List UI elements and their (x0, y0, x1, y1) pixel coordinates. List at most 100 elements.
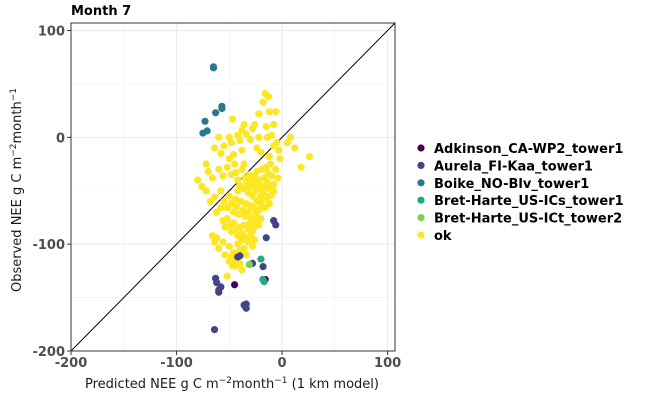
legend-key (417, 144, 425, 152)
data-point (230, 281, 239, 289)
data-point (297, 163, 305, 171)
data-point (217, 149, 225, 157)
x-tick-label: 100 (374, 356, 401, 371)
data-point (240, 160, 248, 168)
data-point (211, 109, 220, 117)
data-point (272, 108, 280, 116)
data-point (236, 252, 244, 260)
data-point (210, 326, 219, 334)
data-point (236, 259, 244, 267)
x-tick-label: -100 (160, 356, 193, 371)
legend-key (417, 161, 425, 169)
data-point (255, 206, 263, 214)
data-point (225, 155, 233, 163)
legend-key (417, 231, 425, 239)
data-point (267, 131, 276, 139)
data-point (223, 214, 231, 223)
data-point (215, 286, 223, 294)
data-point (259, 98, 267, 106)
data-point (267, 172, 276, 180)
legend-key (417, 196, 425, 204)
data-point (291, 144, 299, 152)
data-points (194, 63, 314, 334)
data-point (270, 120, 278, 129)
data-point (283, 139, 291, 147)
data-point (221, 251, 229, 259)
data-point (245, 260, 253, 269)
data-point (215, 133, 223, 141)
legend-label: Boike_NO-Blv_tower1 (434, 177, 589, 192)
data-point (270, 180, 278, 188)
data-point (204, 167, 212, 176)
y-tick-label: 100 (38, 24, 65, 39)
data-point (276, 155, 284, 163)
y-tick-label: 0 (56, 131, 65, 146)
y-axis-title: Observed NEE g C m−2month−1 (9, 88, 25, 292)
data-point (234, 187, 242, 195)
legend-label: Bret-Harte_US-ICt_tower2 (434, 212, 622, 227)
data-point (270, 187, 278, 195)
data-point (259, 262, 267, 271)
data-point (242, 251, 250, 259)
data-point (246, 135, 255, 144)
data-point (255, 133, 263, 141)
legend-label: Aurela_FI-Kaa_tower1 (434, 159, 593, 174)
data-point (248, 125, 257, 133)
data-point (227, 139, 236, 147)
data-point (229, 219, 238, 227)
chart-title: Month 7 (71, 4, 131, 19)
y-tick-label: -200 (32, 345, 65, 360)
data-point (218, 102, 226, 110)
data-point (257, 255, 265, 263)
data-point (225, 192, 233, 200)
data-point (275, 146, 283, 154)
data-point (215, 244, 223, 253)
legend-label: ok (434, 229, 452, 244)
data-point (238, 236, 246, 244)
data-point (223, 163, 231, 171)
data-point (198, 182, 206, 191)
y-axis: -200 -100 0 100 (32, 24, 71, 360)
data-point (201, 117, 209, 125)
data-point (257, 214, 265, 223)
data-point (202, 160, 210, 168)
data-point (215, 165, 223, 173)
data-point (199, 129, 207, 137)
data-point (265, 108, 274, 116)
x-tick-label: -200 (55, 356, 88, 371)
data-point (242, 130, 250, 138)
data-point (225, 242, 233, 250)
data-point (238, 146, 246, 154)
data-point (220, 142, 228, 150)
x-axis: -200 -100 0 100 (55, 351, 401, 371)
data-point (232, 168, 240, 177)
data-point (265, 152, 274, 161)
legend: Adkinson_CA-WP2_tower1 Aurela_FI-Kaa_towe… (417, 142, 624, 244)
x-tick-label: 0 (278, 356, 287, 371)
data-point (263, 178, 271, 186)
data-point (262, 123, 270, 131)
legend-label: Adkinson_CA-WP2_tower1 (434, 142, 623, 157)
data-point (219, 238, 227, 246)
x-axis-title: Predicted NEE g C m−2month−1 (1 km model… (85, 376, 379, 392)
data-point (220, 197, 228, 206)
data-point (223, 272, 231, 280)
data-point (286, 133, 295, 141)
data-point (213, 234, 221, 242)
data-point (240, 244, 248, 253)
data-point (233, 203, 241, 211)
data-point (255, 221, 263, 229)
data-point (219, 172, 227, 180)
data-point (210, 144, 219, 152)
data-point (244, 208, 252, 216)
data-point (305, 152, 314, 161)
data-point (228, 115, 237, 123)
data-point (270, 142, 278, 150)
data-point (236, 136, 244, 145)
data-point (259, 275, 267, 284)
data-point (240, 301, 248, 309)
data-point (248, 242, 257, 250)
data-point (274, 174, 282, 182)
data-point (272, 221, 280, 229)
